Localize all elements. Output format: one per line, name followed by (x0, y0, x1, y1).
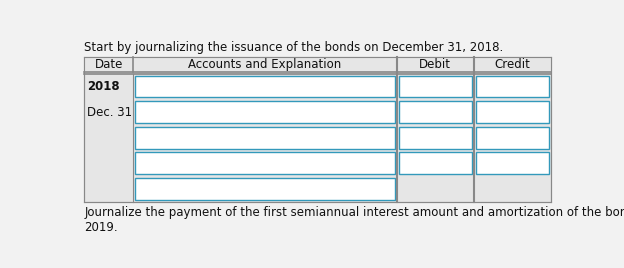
Bar (399, 127, 472, 148)
Bar (135, 152, 395, 174)
Text: Debit: Debit (419, 58, 451, 71)
Bar (84, 57, 551, 72)
Text: 2018: 2018 (87, 80, 120, 93)
Bar (399, 101, 472, 123)
Bar (475, 76, 549, 97)
Bar (84, 57, 551, 202)
Text: Journalize the payment of the first semiannual interest amount and amortization : Journalize the payment of the first semi… (84, 206, 624, 234)
Bar (475, 152, 549, 174)
Text: Credit: Credit (494, 58, 530, 71)
Bar (475, 127, 549, 148)
Bar (135, 178, 395, 200)
Bar (135, 101, 395, 123)
Text: Accounts and Explanation: Accounts and Explanation (188, 58, 341, 71)
Bar (399, 76, 472, 97)
Bar (399, 152, 472, 174)
Bar (135, 76, 395, 97)
Text: Dec. 31: Dec. 31 (87, 106, 132, 118)
Text: Date: Date (94, 58, 123, 71)
Text: Start by journalizing the issuance of the bonds on December 31, 2018.: Start by journalizing the issuance of th… (84, 41, 504, 54)
Bar (135, 127, 395, 148)
Bar (475, 101, 549, 123)
